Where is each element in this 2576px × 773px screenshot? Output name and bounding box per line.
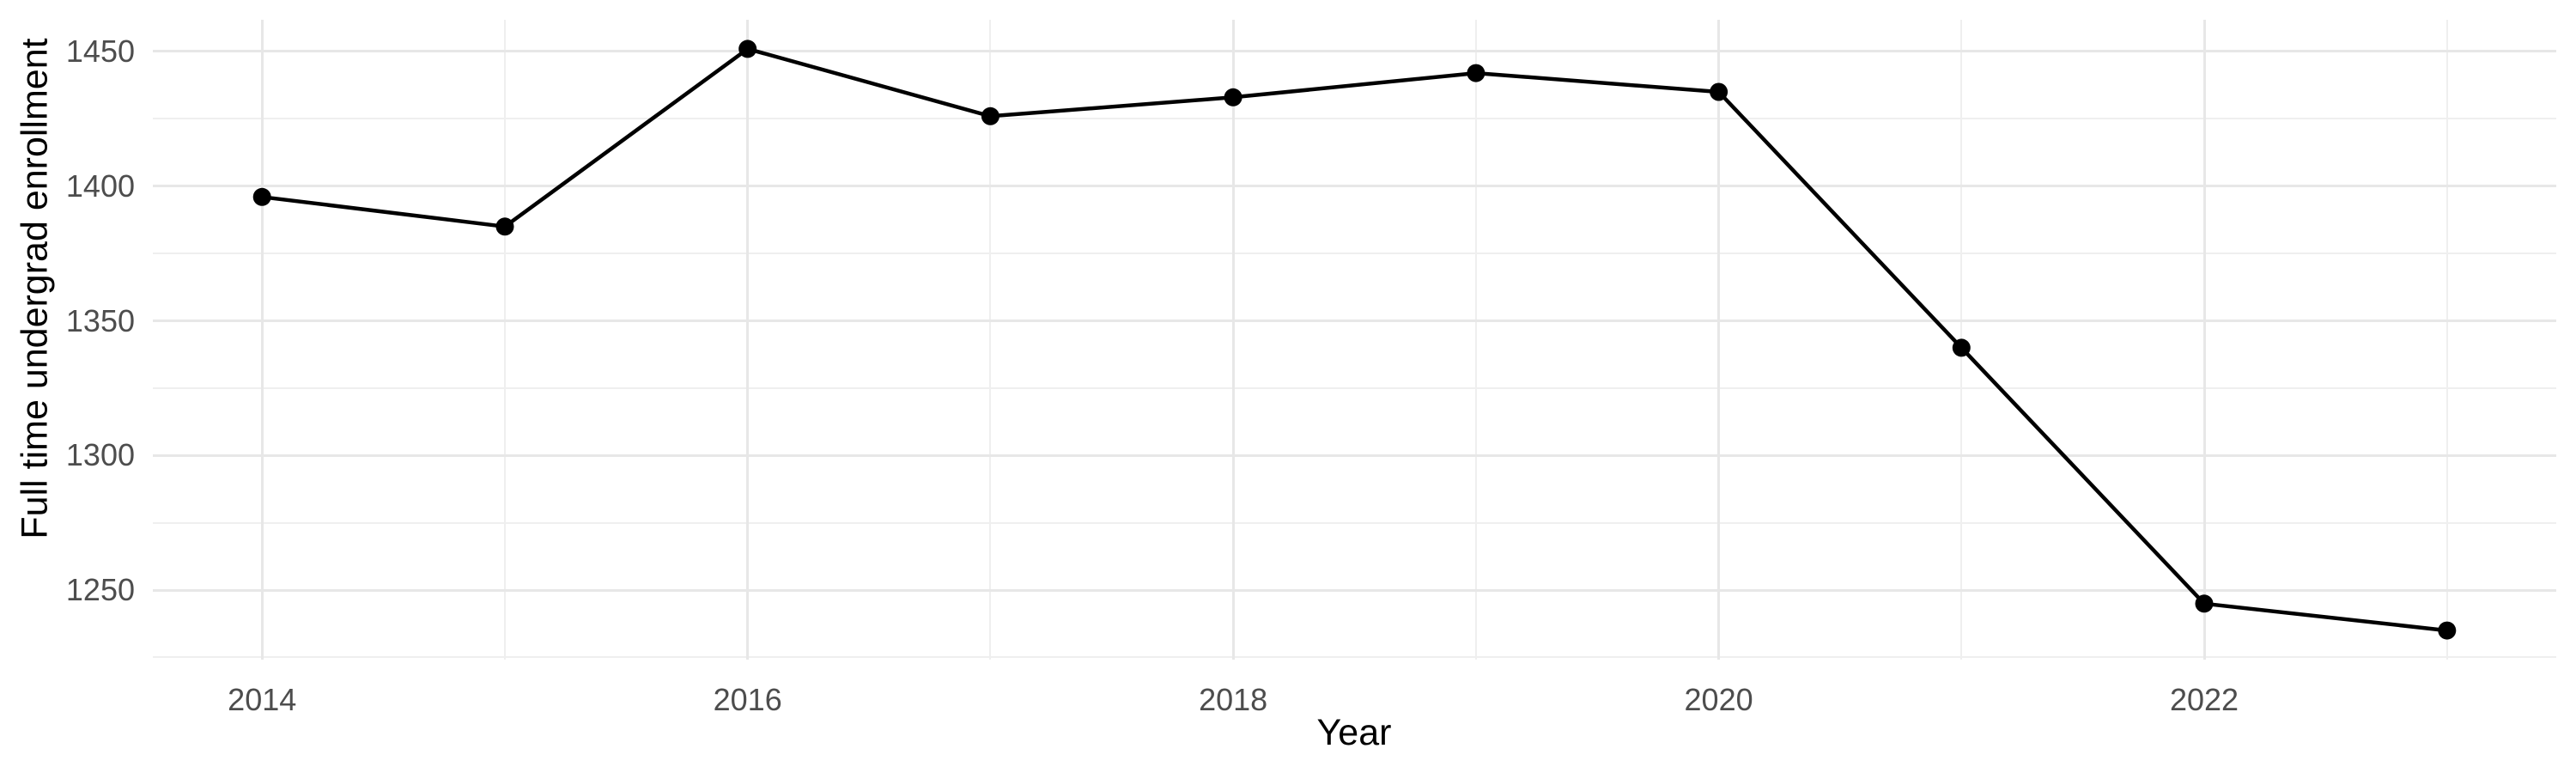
y-tick-label-1300: 1300 [65,437,135,473]
gridline-y-minor-1425 [153,118,2556,120]
gridline-x-major-2016 [746,20,750,660]
x-tick-label-2016: 2016 [713,682,782,717]
line-series-svg [252,40,2457,640]
x-tick-label-2014: 2014 [228,682,297,717]
gridline-y-major-1400 [153,185,2556,188]
x-tick-label-2022: 2022 [2169,682,2239,717]
data-point-2018 [1224,88,1242,107]
gridline-x-minor-2017 [989,20,992,660]
gridline-y-minor-1325 [153,386,2556,389]
plot-panel [153,20,2556,660]
data-point-2014 [252,187,271,206]
data-point-2019 [1467,64,1485,82]
gridline-x-minor-2015 [503,20,506,660]
gridline-y-minor-1375 [153,253,2556,255]
data-point-2023 [2438,621,2457,640]
gridline-y-major-1450 [153,50,2556,53]
gridline-y-major-1350 [153,320,2556,323]
gridline-y-major-1250 [153,588,2556,592]
gridline-y-minor-1225 [153,656,2556,659]
gridline-x-minor-2019 [1474,20,1477,660]
gridline-x-major-2022 [2202,20,2206,660]
gridline-y-major-1300 [153,453,2556,457]
data-point-2016 [738,40,757,58]
y-tick-label-1350: 1350 [65,302,135,338]
gridline-y-minor-1275 [153,521,2556,524]
y-tick-label-1400: 1400 [65,167,135,204]
enrollment-series-line [261,46,2448,633]
gridline-x-major-2020 [1717,20,1721,660]
gridline-x-minor-2023 [2445,20,2448,660]
data-point-2021 [1952,338,1971,357]
data-point-2015 [495,217,514,236]
gridline-x-major-2018 [1231,20,1235,660]
data-point-2022 [2195,594,2214,613]
y-tick-label-1450: 1450 [65,33,135,69]
x-axis-title: Year [1316,712,1392,753]
x-tick-label-2020: 2020 [1684,682,1753,717]
data-point-2020 [1710,82,1728,101]
gridline-x-major-2014 [260,20,264,660]
x-tick-label-2018: 2018 [1199,682,1268,717]
y-tick-label-1250: 1250 [65,572,135,608]
data-point-2017 [981,107,999,125]
